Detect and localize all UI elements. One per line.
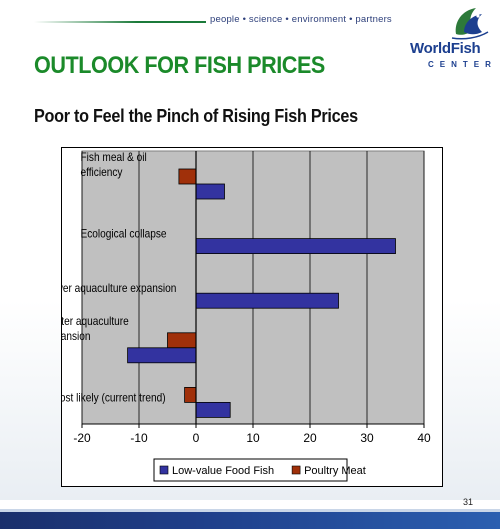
legend-box [153,458,348,482]
bar-poultry-meat [167,332,197,349]
slide-title: OUTLOOK FOR FISH PRICES [34,52,325,79]
footer-bar [0,512,500,529]
page-number: 31 [463,497,474,507]
x-tick-label: 0 [193,431,200,445]
x-tick-label: 30 [360,431,374,445]
fish-emblem-icon [451,8,489,40]
logo-subtitle: CENTER [428,60,497,69]
bar-poultry-meat [184,386,197,403]
slide-subtitle: Poor to Feel the Pinch of Rising Fish Pr… [34,106,358,126]
bar-low-value-food-fish [127,347,197,364]
worldfish-logo: WorldFish CENTER [404,4,496,74]
category-label: expansion [62,330,91,343]
bar-poultry-meat [178,168,197,185]
bar-low-value-food-fish [195,238,396,254]
category-label: Most likely (current trend) [62,392,166,405]
bar-low-value-food-fish [195,401,231,418]
bar-chart: -20 -10 0 10 20 30 40 Fish meal & oil efficiency… [62,150,431,482]
legend-label: Low-value Food Fish [172,465,274,477]
x-tick-label: 20 [303,431,317,445]
logo-wordmark: WorldFish [410,40,481,57]
header-rule [34,21,206,23]
x-tick-label: 40 [417,431,431,445]
category-label: efficiency [80,166,123,179]
bar-low-value-food-fish [195,183,225,200]
category-label: Fish meal & oil [80,151,146,164]
x-tick-label: -10 [130,431,148,445]
chart-frame: -20 -10 0 10 20 30 40 Fish meal & oil efficiency… [61,147,443,487]
category-label: Faster aquaculture [62,315,129,328]
legend-swatch [291,465,301,475]
bar-low-value-food-fish [195,292,339,309]
x-tick-label: 10 [246,431,260,445]
category-label: Ecological collapse [80,228,166,241]
footer-strip [0,509,500,512]
legend-swatch [159,465,169,475]
header-tagline: people • science • environment • partner… [210,14,392,25]
x-tick-label: -20 [73,431,91,445]
legend-label: Poultry Meat [304,465,366,477]
category-label: Slower aquaculture expansion [62,283,176,296]
